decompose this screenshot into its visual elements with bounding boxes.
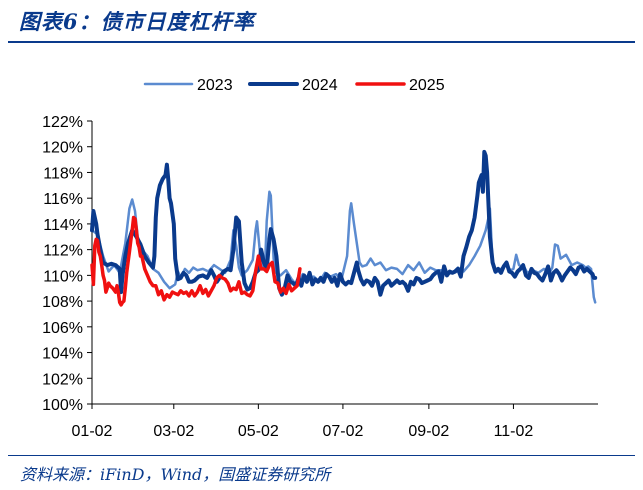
y-tick-label: 122% (42, 114, 83, 131)
y-tick-label: 110% (43, 268, 83, 285)
y-tick-label: 114% (43, 217, 83, 234)
series-line-2023 (90, 190, 597, 304)
chart-legend: 2023 2024 2025 (143, 77, 445, 94)
source-note: 资料来源：iFinD，Wind，国盛证券研究所 (20, 465, 331, 484)
x-tick-label: 11-02 (494, 423, 534, 440)
y-tick-label: 112% (43, 243, 83, 260)
page-title: 图表6：债市日度杠杆率 (19, 9, 255, 34)
title-divider (8, 41, 635, 43)
y-tick-label: 106% (42, 320, 83, 337)
y-tick-label: 102% (42, 371, 83, 388)
x-tick-label: 01-02 (72, 423, 113, 440)
chart-series (90, 149, 598, 307)
x-tick-label: 09-02 (408, 423, 449, 440)
line-chart: 2023 2024 2025 100% 102% 104% 106% 108% 110% 112… (42, 77, 598, 440)
legend-label-2024: 2024 (302, 77, 338, 94)
chart-axes: 100% 102% 104% 106% 108% 110% 112% 114% 116% 118%… (42, 114, 598, 440)
y-tick-label: 108% (42, 294, 83, 311)
title-bar: 图表6：债市日度杠杆率 (0, 0, 643, 43)
y-tick-label: 120% (42, 140, 83, 157)
y-tick-label: 118% (43, 165, 83, 182)
x-tick-label: 07-02 (322, 423, 363, 440)
source-divider (8, 455, 635, 456)
y-tick-label: 104% (42, 346, 83, 363)
y-tick-label: 116% (43, 191, 83, 208)
y-tick-label: 100% (42, 397, 83, 414)
x-tick-label: 03-02 (153, 423, 194, 440)
legend-label-2023: 2023 (197, 77, 233, 94)
series-line-2024 (90, 149, 598, 297)
legend-label-2025: 2025 (409, 77, 445, 94)
x-tick-label: 05-02 (238, 423, 279, 440)
series-line-2025 (90, 215, 302, 307)
